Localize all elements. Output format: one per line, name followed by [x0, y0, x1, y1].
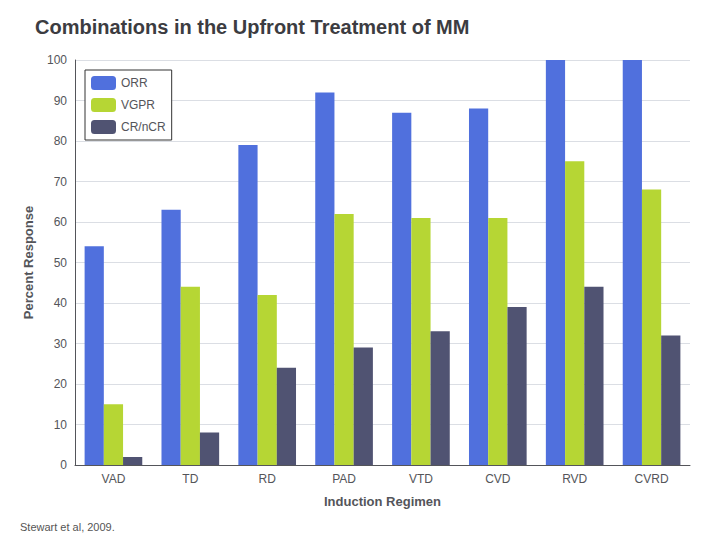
svg-text:CVD: CVD — [485, 472, 511, 486]
svg-text:Combinations in the Upfront Tr: Combinations in the Upfront Treatment of… — [35, 16, 469, 38]
svg-text:10: 10 — [54, 418, 68, 432]
svg-text:TD: TD — [182, 472, 198, 486]
svg-text:0: 0 — [60, 458, 67, 472]
svg-text:ORR: ORR — [121, 76, 148, 90]
svg-text:80: 80 — [54, 134, 68, 148]
svg-text:RD: RD — [259, 472, 277, 486]
svg-text:CR/nCR: CR/nCR — [121, 120, 166, 134]
svg-text:VTD: VTD — [409, 472, 433, 486]
svg-text:Percent Response: Percent Response — [21, 206, 36, 319]
svg-text:PAD: PAD — [332, 472, 356, 486]
svg-text:VGPR: VGPR — [121, 98, 155, 112]
svg-text:30: 30 — [54, 337, 68, 351]
svg-text:VAD: VAD — [102, 472, 126, 486]
svg-text:70: 70 — [54, 175, 68, 189]
svg-text:40: 40 — [54, 296, 68, 310]
svg-text:RVD: RVD — [562, 472, 587, 486]
svg-text:Induction Regimen: Induction Regimen — [324, 494, 441, 509]
svg-text:90: 90 — [54, 94, 68, 108]
svg-text:100: 100 — [47, 53, 67, 67]
svg-text:Stewart et al, 2009.: Stewart et al, 2009. — [20, 521, 115, 533]
svg-text:CVRD: CVRD — [635, 472, 669, 486]
svg-text:50: 50 — [54, 256, 68, 270]
svg-text:60: 60 — [54, 215, 68, 229]
svg-text:20: 20 — [54, 377, 68, 391]
